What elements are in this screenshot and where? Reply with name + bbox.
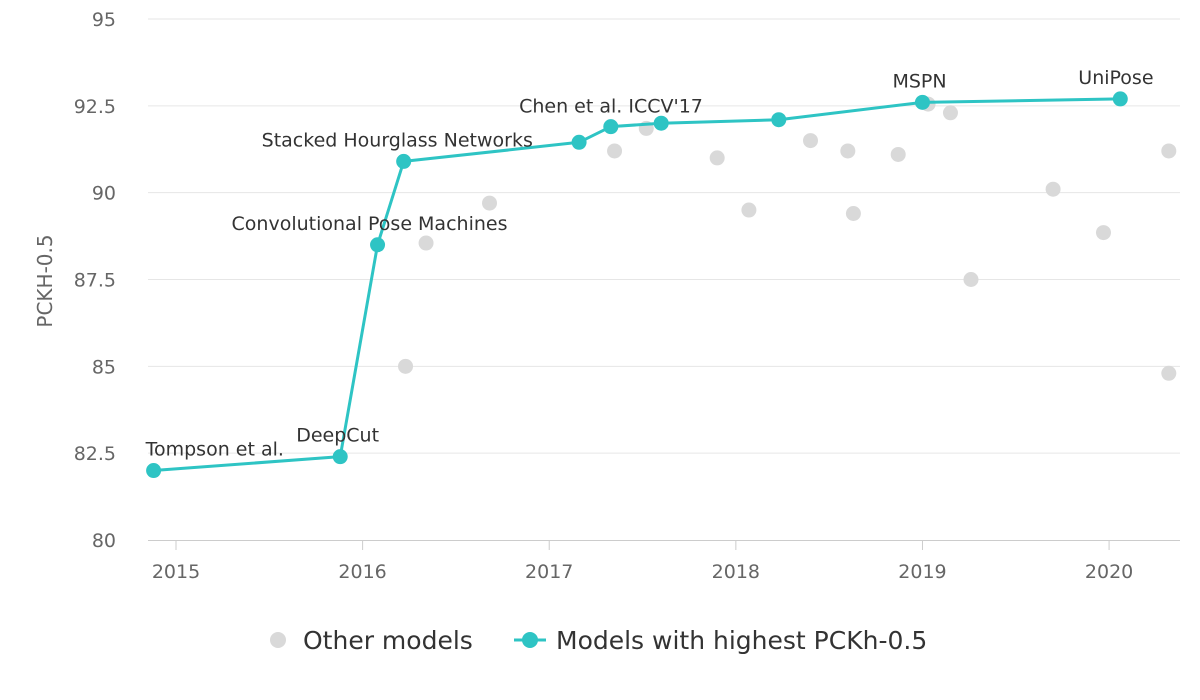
point-best-model[interactable]	[1112, 91, 1128, 107]
x-tick-label: 2018	[712, 561, 760, 583]
y-tick-label: 80	[92, 530, 116, 552]
point-other-model[interactable]	[1045, 181, 1061, 197]
x-tick-label: 2016	[338, 561, 386, 583]
annotations: Tompson et al. DeepCut Convolutional Pose …	[145, 67, 1154, 461]
x-tick-label: 2020	[1085, 561, 1133, 583]
line-highest-pckh	[153, 97, 1121, 473]
point-other-model[interactable]	[963, 272, 979, 287]
point-other-model[interactable]	[709, 150, 725, 166]
point-other-model[interactable]	[482, 195, 498, 211]
legend-marker-other-models	[270, 632, 286, 648]
point-other-model[interactable]	[418, 235, 434, 251]
point-other-model[interactable]	[890, 146, 906, 162]
annotation-label: Chen et al. ICCV'17	[519, 95, 703, 117]
point-best-model[interactable]	[396, 153, 412, 169]
annotation-label: MSPN	[892, 70, 946, 92]
point-best-model[interactable]	[914, 94, 930, 110]
annotation-label: Stacked Hourglass Networks	[262, 129, 533, 151]
y-axis-title: PCKH-0.5	[33, 234, 57, 327]
point-best-model[interactable]	[603, 119, 619, 135]
grid-lines	[148, 18, 1180, 454]
x-tick-label: 2019	[898, 561, 946, 583]
point-other-model[interactable]	[802, 133, 818, 149]
series-highest-pckh	[146, 91, 1128, 479]
y-tick-label: 90	[92, 183, 116, 205]
x-tick-label: 2015	[152, 561, 200, 583]
x-tick-label: 2017	[525, 561, 573, 583]
y-axis-ticks: 80 82.5 85 87.5 90 92.5 95	[74, 9, 116, 552]
legend-marker-highest	[522, 632, 538, 648]
annotation-label: UniPose	[1078, 67, 1153, 89]
point-best-model[interactable]	[332, 449, 348, 465]
point-other-model[interactable]	[607, 143, 623, 159]
point-best-model[interactable]	[653, 115, 669, 131]
annotation-label: DeepCut	[296, 425, 379, 447]
point-best-model[interactable]	[571, 134, 587, 150]
point-other-model[interactable]	[845, 206, 861, 222]
point-other-model[interactable]	[1161, 143, 1177, 159]
point-best-model[interactable]	[146, 463, 162, 479]
point-best-model[interactable]	[771, 112, 787, 128]
series-other-models	[398, 96, 1177, 381]
point-other-model[interactable]	[1161, 365, 1177, 381]
point-other-model[interactable]	[942, 105, 958, 121]
point-other-model[interactable]	[840, 143, 856, 159]
annotation-label: Convolutional Pose Machines	[232, 213, 508, 235]
legend-label-other-models[interactable]: Other models	[303, 626, 473, 655]
point-other-model[interactable]	[398, 358, 414, 374]
legend-label-highest[interactable]: Models with highest PCKh-0.5	[556, 626, 927, 655]
y-tick-label: 95	[92, 9, 116, 31]
y-tick-label: 82.5	[74, 443, 116, 465]
point-other-model[interactable]	[1095, 225, 1111, 241]
y-tick-label: 87.5	[74, 270, 116, 292]
point-best-model[interactable]	[370, 237, 386, 253]
x-axis: 2015 2016 2017 2018 2019 2020	[148, 540, 1180, 583]
point-other-model[interactable]	[741, 202, 757, 218]
y-tick-label: 85	[92, 356, 116, 378]
y-tick-label: 92.5	[74, 96, 116, 118]
legend[interactable]: Other models Models with highest PCKh-0.5	[270, 626, 927, 655]
annotation-label: Tompson et al.	[145, 439, 284, 461]
